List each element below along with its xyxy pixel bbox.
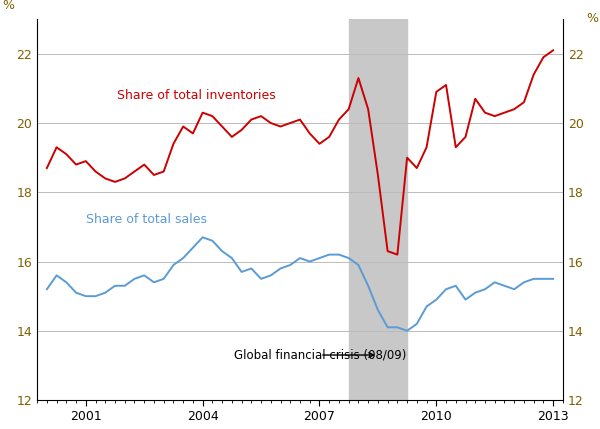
Text: Share of total inventories: Share of total inventories bbox=[117, 89, 276, 102]
Text: Share of total sales: Share of total sales bbox=[86, 214, 207, 227]
Y-axis label: %: % bbox=[586, 12, 598, 24]
Text: Global financial crisis (08/09): Global financial crisis (08/09) bbox=[234, 348, 406, 362]
Bar bbox=[349, 19, 407, 400]
Y-axis label: %: % bbox=[2, 0, 14, 12]
